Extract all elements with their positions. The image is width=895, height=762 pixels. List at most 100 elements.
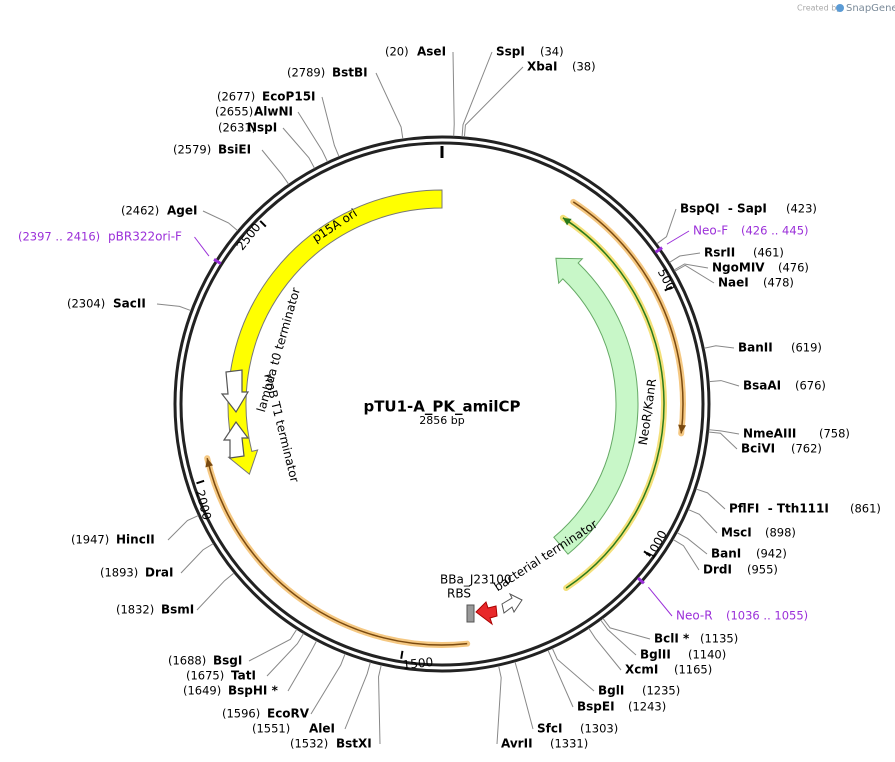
site-name: DrdI (703, 563, 732, 577)
primer-binding-glow (204, 455, 471, 648)
ruler-tick (643, 550, 652, 557)
site-leader (708, 431, 738, 450)
site-leader (463, 66, 524, 137)
credit: Created by (797, 4, 841, 13)
site-name: AleI (309, 722, 335, 736)
site-position: (1165) (674, 663, 712, 677)
site-position: (676) (795, 379, 826, 393)
site-position: (2789) (287, 66, 325, 80)
primer-binding-line (572, 201, 684, 434)
site-leader (669, 252, 701, 263)
terminator-icon (501, 592, 523, 614)
site-leader (588, 627, 622, 671)
site-name: MscI (721, 526, 752, 540)
primer-binding-line (206, 458, 468, 646)
site-name: BsmI (161, 603, 194, 617)
site-position: (942) (756, 547, 787, 561)
site-name: PflFI - Tth111I (729, 502, 829, 516)
site-name: BspQI - SapI (680, 202, 767, 216)
plasmid-length: 2856 bp (419, 414, 464, 427)
site-leader (602, 618, 651, 640)
site-name: SspI (496, 45, 525, 59)
site-name: TatI (231, 669, 256, 683)
primer-name: Neo-F (693, 224, 728, 238)
site-name: BstXI (336, 737, 372, 751)
site-leader (321, 96, 340, 157)
site-leader (452, 51, 455, 137)
site-leader (196, 572, 235, 611)
site-leader (282, 127, 315, 169)
site-position: (898) (765, 526, 796, 540)
site-leader (695, 488, 726, 510)
site-name: BsaAI (743, 379, 781, 393)
site-name: NmeAIII (743, 427, 796, 441)
site-leader (704, 345, 735, 349)
site-position: (1893) (100, 566, 138, 580)
site-name: BsiEI (218, 143, 251, 157)
site-position: (955) (747, 563, 778, 577)
site-leader (496, 665, 502, 745)
primer-mark (213, 258, 222, 265)
feature-label: rrnB T1 terminator (261, 372, 302, 484)
feature-arrow (227, 189, 443, 475)
arrow-head (678, 424, 687, 434)
site-position: (1649) (183, 684, 221, 698)
site-leader (514, 661, 534, 730)
site-position: (1135) (700, 632, 738, 646)
site-position: (1688) (168, 654, 206, 668)
primer-name: Neo-R (676, 609, 713, 623)
site-leader (202, 210, 238, 232)
ruler-label: 2500 (234, 220, 264, 253)
site-position: (1832) (116, 603, 154, 617)
site-position: (762) (791, 442, 822, 456)
ruler-tick (196, 479, 205, 485)
primer-binding-line (562, 217, 665, 589)
site-leader (551, 648, 595, 692)
site-leader (672, 539, 700, 571)
site-leader (547, 649, 574, 708)
terminator-icon (222, 420, 250, 459)
site-leader (310, 653, 346, 715)
site-position: (2655) (215, 105, 253, 119)
site-position: (34) (540, 45, 564, 59)
site-leader (375, 72, 404, 139)
ruler-tick (259, 220, 267, 228)
primer-leader (194, 236, 210, 257)
site-position: (423) (786, 202, 817, 216)
arrow-head (562, 217, 572, 226)
terminator-icon (220, 369, 250, 414)
site-name: NspI (247, 121, 277, 135)
primer-name: pBR322ori-F (108, 230, 182, 244)
site-name: EcoRV (267, 707, 310, 721)
site-position: (619) (791, 341, 822, 355)
site-position: (1243) (628, 700, 666, 714)
site-name: RsrII (704, 246, 735, 260)
site-position: (38) (572, 60, 596, 74)
primer-leader (648, 586, 673, 617)
site-position: (1140) (688, 648, 726, 662)
feature-label: bacterial terminator (492, 517, 600, 594)
site-position: (861) (850, 502, 881, 516)
site-name: BstBI (332, 66, 368, 80)
site-leader (248, 629, 298, 662)
site-name: AseI (417, 45, 446, 59)
ruler-label: 1500 (402, 655, 434, 672)
primer-leader (666, 230, 690, 245)
site-position: (1331) (550, 737, 588, 751)
site-name: BglII (640, 648, 671, 662)
site-position: (2677) (217, 90, 255, 104)
site-name: BsgI (213, 654, 242, 668)
arrow-head (205, 458, 214, 468)
ruler-tick (400, 650, 404, 659)
site-position: (1532) (290, 737, 328, 751)
backbone-outer (173, 135, 711, 673)
site-position: (2579) (173, 143, 211, 157)
site-leader (708, 429, 740, 435)
rbs-icon (466, 604, 475, 623)
ruler-label: 1000 (643, 528, 670, 562)
site-name: BspHI * (228, 684, 279, 698)
primer-range: (426 .. 445) (741, 224, 809, 238)
site-leader (709, 380, 740, 387)
site-name: HincII (116, 533, 155, 547)
site-leader (674, 264, 715, 284)
